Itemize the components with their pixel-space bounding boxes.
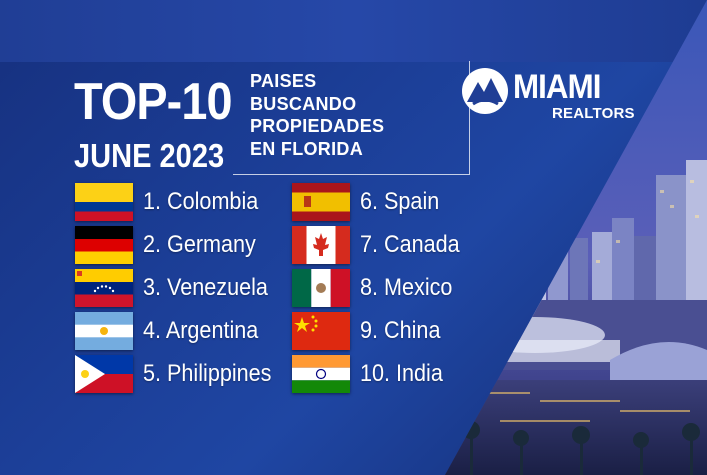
country-label: 9. China [360, 317, 441, 344]
country-label: 1. Colombia [143, 188, 259, 215]
china-flag-icon [292, 312, 350, 350]
subtitle: PAISES BUSCANDO PROPIEDADES EN FLORIDA [250, 70, 384, 160]
colombia-flag-icon [75, 183, 133, 221]
subtitle-line: PROPIEDADES [250, 116, 385, 136]
subtitle-line: PAISES [250, 71, 317, 91]
top-band [0, 0, 707, 62]
country-label: 2. Germany [143, 231, 256, 258]
subtitle-line: BUSCANDO [250, 93, 357, 114]
india-flag-icon [292, 355, 350, 393]
page-title: TOP-10 [74, 73, 233, 131]
subtitle-line: EN FLORIDA [250, 138, 363, 159]
report-date: JUNE 2023 [74, 137, 225, 174]
country-label: 7. Canada [360, 231, 460, 258]
philippines-flag-icon [75, 355, 133, 393]
venezuela-flag-icon [75, 269, 133, 307]
country-label: 3. Venezuela [143, 274, 268, 301]
canada-flag-icon [292, 226, 350, 264]
logo-sub: REALTORS [552, 105, 635, 122]
country-label: 4. Argentina [143, 317, 259, 344]
mexico-flag-icon [292, 269, 350, 307]
logo-name: MIAMI [513, 68, 601, 106]
germany-flag-icon [75, 226, 133, 264]
country-label: 6. Spain [360, 188, 440, 215]
country-label: 8. Mexico [360, 274, 453, 301]
country-label: 10. India [360, 360, 443, 387]
miami-realtors-logo-icon [462, 68, 508, 114]
country-label: 5. Philippines [143, 360, 272, 387]
spain-flag-icon [292, 183, 350, 221]
miami-realtors-logo: MIAMI REALTORS [460, 67, 640, 127]
argentina-flag-icon [75, 312, 133, 350]
subtitle-frame [233, 61, 470, 175]
